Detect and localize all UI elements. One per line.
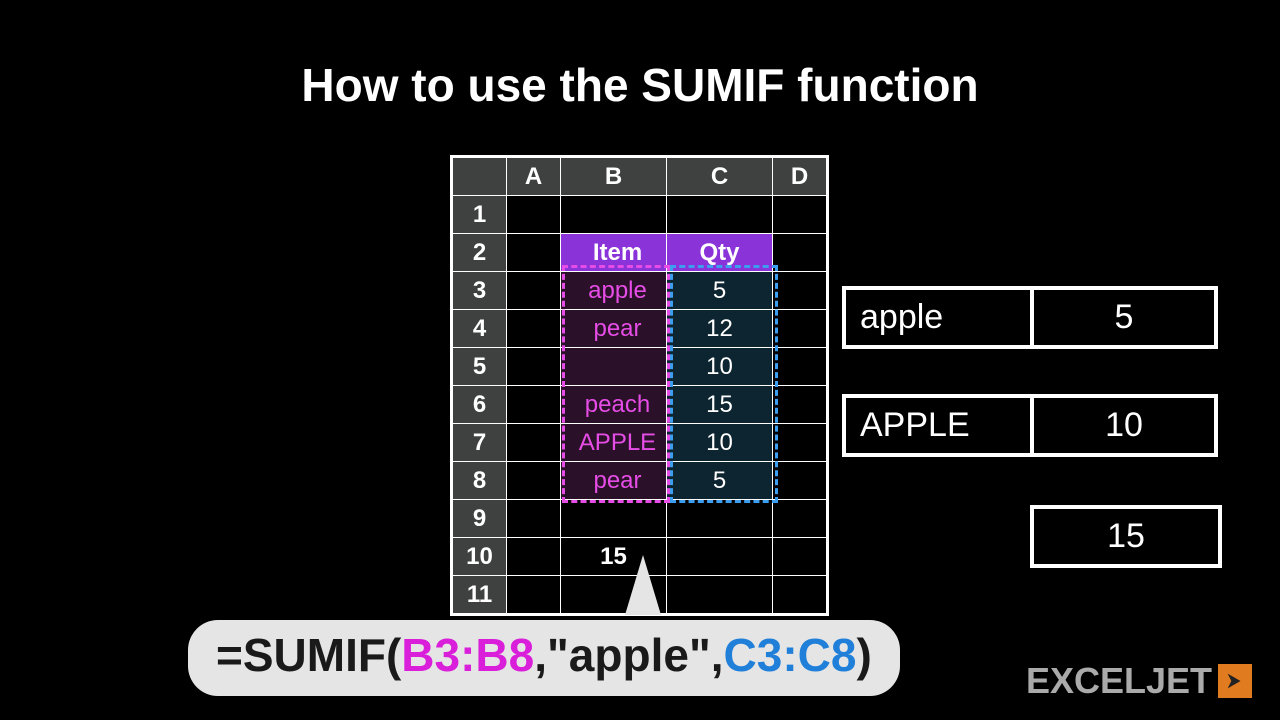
- row-header-5: 5: [453, 348, 507, 386]
- cell-b6[interactable]: peach: [561, 386, 667, 424]
- corner-cell: [453, 158, 507, 196]
- cell-c8[interactable]: 5: [667, 462, 773, 500]
- cell-d11[interactable]: [773, 576, 827, 614]
- cell-a1[interactable]: [507, 196, 561, 234]
- sheet-table: A B C D 1 2ItemQty 3apple5 4pear12 510 6…: [452, 157, 827, 614]
- cell-b5[interactable]: [561, 348, 667, 386]
- formula-suffix: ): [856, 629, 871, 681]
- cell-d7[interactable]: [773, 424, 827, 462]
- side-row-2-label: APPLE: [846, 398, 1030, 453]
- spreadsheet: A B C D 1 2ItemQty 3apple5 4pear12 510 6…: [450, 155, 829, 616]
- cell-a7[interactable]: [507, 424, 561, 462]
- formula-range-c: C3:C8: [724, 629, 857, 681]
- callout-arrow: [625, 555, 661, 615]
- cell-a11[interactable]: [507, 576, 561, 614]
- cell-d2[interactable]: [773, 234, 827, 272]
- row-header-11: 11: [453, 576, 507, 614]
- cell-d5[interactable]: [773, 348, 827, 386]
- formula-prefix: =SUMIF(: [216, 629, 401, 681]
- cell-b4[interactable]: pear: [561, 310, 667, 348]
- cell-a4[interactable]: [507, 310, 561, 348]
- cell-c2-qty-header[interactable]: Qty: [667, 234, 773, 272]
- cell-a2[interactable]: [507, 234, 561, 272]
- brand-logo: EXCELJET: [1026, 660, 1252, 702]
- cell-d6[interactable]: [773, 386, 827, 424]
- row-header-4: 4: [453, 310, 507, 348]
- col-header-d: D: [773, 158, 827, 196]
- col-header-b: B: [561, 158, 667, 196]
- cell-c7[interactable]: 10: [667, 424, 773, 462]
- col-header-a: A: [507, 158, 561, 196]
- cell-b8[interactable]: pear: [561, 462, 667, 500]
- cell-d8[interactable]: [773, 462, 827, 500]
- row-header-7: 7: [453, 424, 507, 462]
- cell-b9[interactable]: [561, 500, 667, 538]
- cell-b7[interactable]: APPLE: [561, 424, 667, 462]
- page-title: How to use the SUMIF function: [0, 58, 1280, 112]
- formula-display: =SUMIF(B3:B8,"apple",C3:C8): [188, 620, 900, 696]
- cell-b3[interactable]: apple: [561, 272, 667, 310]
- row-header-1: 1: [453, 196, 507, 234]
- row-header-3: 3: [453, 272, 507, 310]
- row-header-9: 9: [453, 500, 507, 538]
- side-row-2: APPLE 10: [842, 394, 1218, 457]
- formula-criteria: "apple": [547, 629, 711, 681]
- row-header-10: 10: [453, 538, 507, 576]
- side-row-1-value: 5: [1030, 290, 1214, 345]
- side-row-1-label: apple: [846, 290, 1030, 345]
- side-row-1: apple 5: [842, 286, 1218, 349]
- side-sum-value: 15: [1034, 509, 1218, 564]
- cell-a10[interactable]: [507, 538, 561, 576]
- cell-a6[interactable]: [507, 386, 561, 424]
- row-header-8: 8: [453, 462, 507, 500]
- cell-c9[interactable]: [667, 500, 773, 538]
- cell-d10[interactable]: [773, 538, 827, 576]
- formula-comma2: ,: [711, 629, 724, 681]
- cell-a9[interactable]: [507, 500, 561, 538]
- cell-c3[interactable]: 5: [667, 272, 773, 310]
- cell-c4[interactable]: 12: [667, 310, 773, 348]
- cell-a5[interactable]: [507, 348, 561, 386]
- cell-d4[interactable]: [773, 310, 827, 348]
- cell-d1[interactable]: [773, 196, 827, 234]
- cell-d9[interactable]: [773, 500, 827, 538]
- cell-c1[interactable]: [667, 196, 773, 234]
- formula-range-b: B3:B8: [401, 629, 534, 681]
- cell-b2-item-header[interactable]: Item: [561, 234, 667, 272]
- cell-c10[interactable]: [667, 538, 773, 576]
- cell-b1[interactable]: [561, 196, 667, 234]
- formula-comma1: ,: [534, 629, 547, 681]
- col-header-c: C: [667, 158, 773, 196]
- brand-text: EXCELJET: [1026, 660, 1212, 702]
- cell-a8[interactable]: [507, 462, 561, 500]
- cell-c5[interactable]: 10: [667, 348, 773, 386]
- side-row-2-value: 10: [1030, 398, 1214, 453]
- row-header-6: 6: [453, 386, 507, 424]
- row-header-2: 2: [453, 234, 507, 272]
- side-sum: 15: [1030, 505, 1222, 568]
- cell-a3[interactable]: [507, 272, 561, 310]
- cell-d3[interactable]: [773, 272, 827, 310]
- brand-arrow-icon: [1218, 664, 1252, 698]
- cell-c11[interactable]: [667, 576, 773, 614]
- cell-c6[interactable]: 15: [667, 386, 773, 424]
